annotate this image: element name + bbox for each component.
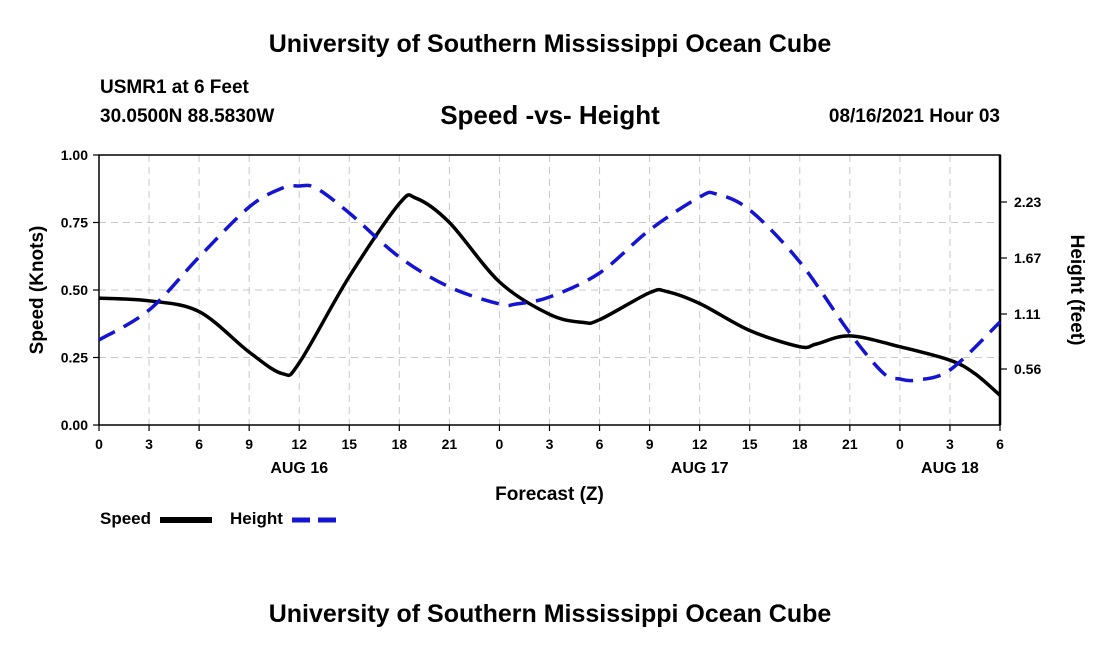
- legend-height-label: Height: [230, 509, 283, 528]
- x-tick-label: 12: [291, 436, 307, 452]
- x-tick-label: 0: [496, 436, 504, 452]
- x-tick-label: 21: [842, 436, 858, 452]
- coordinates-label: 30.0500N 88.5830W: [100, 106, 275, 127]
- y-right-tick-label: 1.67: [1014, 250, 1041, 266]
- x-tick-label: 6: [996, 436, 1004, 452]
- page-title-bottom: University of Southern Mississippi Ocean…: [268, 600, 832, 628]
- page-title-top: University of Southern Mississippi Ocean…: [268, 30, 832, 58]
- x-tick-label: 6: [195, 436, 203, 452]
- y-left-tick-label: 1.00: [61, 147, 88, 163]
- y-left-axis-title: Speed (Knots): [27, 226, 48, 355]
- x-tick-label: 12: [692, 436, 708, 452]
- x-tick-label: 0: [896, 436, 904, 452]
- series-line-height: [98, 183, 1002, 383]
- station-label: USMR1 at 6 Feet: [100, 77, 249, 98]
- x-tick-label: 3: [546, 436, 554, 452]
- x-tick-label: 3: [145, 436, 153, 452]
- x-tick-label: 0: [95, 436, 103, 452]
- y-right-tick-label: 2.23: [1014, 194, 1041, 210]
- x-tick-label: 15: [742, 436, 758, 452]
- x-tick-label: 9: [646, 436, 654, 452]
- x-date-label: AUG 17: [671, 460, 729, 477]
- x-tick-label: 3: [946, 436, 954, 452]
- x-axis-title: Forecast (Z): [495, 484, 604, 505]
- run-time-label: 08/16/2021 Hour 03: [828, 106, 1000, 127]
- series-line-speed: [98, 193, 1002, 397]
- x-date-label: AUG 18: [921, 460, 979, 477]
- chart-title: Speed -vs- Height: [440, 100, 660, 130]
- y-right-tick-label: 1.11: [1014, 306, 1041, 322]
- y-right-tick-label: 0.56: [1014, 361, 1041, 377]
- y-left-tick-label: 0.25: [61, 350, 88, 366]
- y-right-axis-title: Height (feet): [1066, 235, 1087, 346]
- x-tick-label: 21: [442, 436, 458, 452]
- y-left-tick-label: 0.75: [61, 215, 88, 231]
- x-tick-label: 18: [392, 436, 408, 452]
- x-tick-label: 9: [245, 436, 253, 452]
- y-left-tick-label: 0.00: [61, 417, 88, 433]
- y-left-tick-label: 0.50: [61, 282, 88, 298]
- x-tick-label: 6: [596, 436, 604, 452]
- x-date-label: AUG 16: [270, 460, 328, 477]
- x-tick-label: 15: [341, 436, 357, 452]
- legend-speed-label: Speed: [100, 509, 152, 528]
- x-tick-label: 18: [792, 436, 808, 452]
